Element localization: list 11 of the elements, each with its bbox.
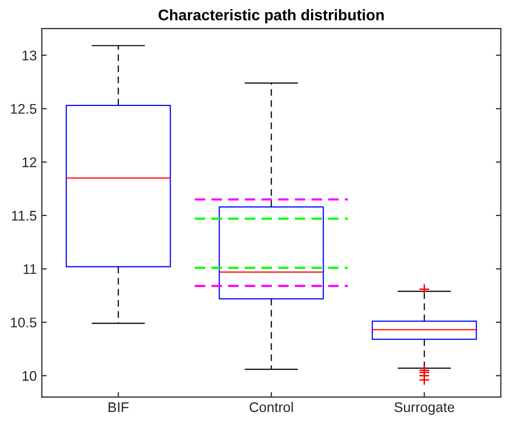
y-tick-label: 11 — [24, 264, 36, 274]
x-tick-label: Surrogate — [394, 402, 454, 415]
y-tick-label: 12 — [22, 157, 36, 168]
y-tick-label: 10 — [22, 371, 36, 381]
y-tick-label: 10.5 — [10, 318, 36, 328]
x-tick-label: BIF — [108, 402, 129, 412]
x-tick-label: Control — [250, 402, 293, 412]
y-tick-label: 11.5 — [12, 210, 36, 221]
y-tick-label: 12.5 — [10, 104, 36, 114]
y-tick-label: 13 — [22, 50, 36, 60]
chart-title: Characteristic path distribution — [158, 9, 384, 24]
